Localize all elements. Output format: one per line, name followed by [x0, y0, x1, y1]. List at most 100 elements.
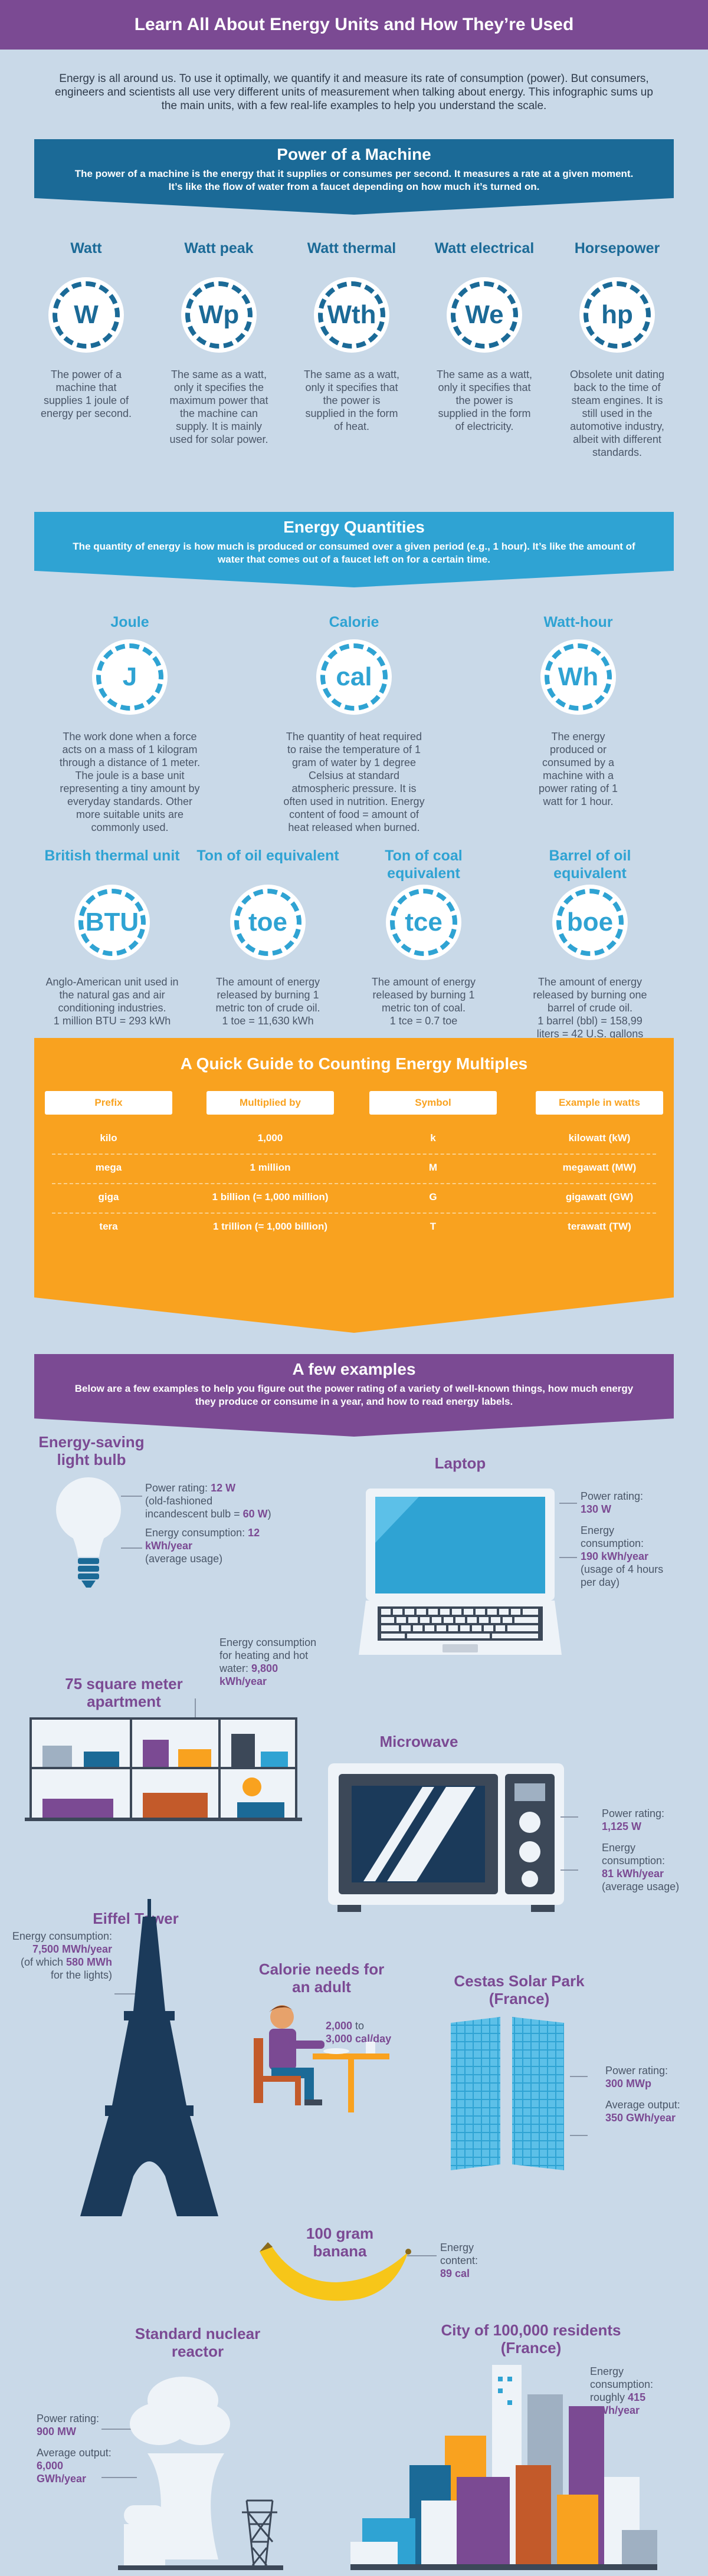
unit-symbol-badge: BTU	[74, 885, 150, 960]
value: 60 W	[242, 1508, 268, 1520]
unit-symbol-badge: Wth	[314, 277, 389, 353]
page-title: Learn All About Energy Units and How The…	[134, 15, 574, 34]
solar-panel-icon	[451, 2017, 564, 2170]
laptop-icon	[359, 1489, 562, 1655]
guide-divider	[52, 1154, 656, 1155]
leader-line	[121, 1547, 142, 1549]
example-bulb-text: Power rating: 12 W (old-fashioned incand…	[145, 1481, 275, 1565]
intro-text: Energy is all around us. To use it optim…	[55, 73, 653, 112]
label: (average usage)	[602, 1881, 680, 1892]
label: (usage of 4 hours per day)	[581, 1563, 664, 1588]
examples-subtitle: Below are a few examples to help you fig…	[74, 1383, 634, 1407]
guide-cell: 1 billion (= 1,000 million)	[212, 1191, 329, 1202]
label: (average usage)	[145, 1553, 223, 1565]
unit-desc: The work done when a force acts on a mas…	[59, 731, 201, 833]
unit-desc: The amount of energy released by burning…	[371, 976, 476, 1014]
unit-symbol-badge: Wp	[181, 277, 257, 353]
guide-header-symbol: Symbol	[369, 1091, 497, 1115]
guide-cell: terawatt (TW)	[568, 1221, 631, 1232]
unit-watt: Watt W The power of a machine that suppl…	[27, 239, 145, 420]
leader-line	[559, 1503, 577, 1504]
guide-cell: 1,000	[257, 1132, 283, 1144]
unit-symbol-badge: cal	[316, 639, 392, 715]
label: (old-fashioned incandescent bulb =	[145, 1495, 243, 1520]
guide-title: A Quick Guide to Counting Energy Multipl…	[180, 1054, 528, 1073]
microwave-icon	[328, 1763, 564, 1912]
label: Power rating:	[605, 2065, 668, 2076]
person-eating-icon	[254, 2005, 389, 2112]
guide-cell: mega	[95, 1162, 122, 1173]
unit-desc: The amount of energy released by burning…	[215, 976, 320, 1014]
unit-desc: The energy produced or consumed by a mac…	[538, 731, 618, 807]
unit-symbol: hp	[601, 300, 633, 329]
unit-symbol-badge: W	[48, 277, 124, 353]
value: 2,000	[326, 2020, 353, 2032]
value: 190 kWh/year	[581, 1550, 649, 1562]
unit-symbol-badge: We	[447, 277, 522, 353]
guide-header-multiplied: Multiplied by	[206, 1091, 334, 1115]
unit-name: Watt	[70, 240, 102, 257]
example-bulb-title: Energy-saving light bulb	[38, 1433, 145, 1468]
power-subtitle: The power of a machine is the energy tha…	[74, 168, 634, 192]
unit-name: Watt electrical	[434, 240, 535, 257]
unit-name: Joule	[110, 614, 149, 630]
label: Energy consumption:	[581, 1524, 644, 1549]
value: 900 MW	[37, 2426, 77, 2437]
label: )	[267, 1508, 271, 1520]
label: Energy consumption:	[12, 1930, 112, 1942]
guide-header-example: Example in watts	[536, 1091, 663, 1115]
example-banana-text: Energy content: 89 cal	[440, 2241, 511, 2280]
unit-symbol-badge: tce	[386, 885, 461, 960]
unit-extra: 1 tce = 0.7 toe	[389, 1015, 458, 1027]
label: Energy consumption:	[145, 1527, 248, 1539]
guide-cell: tera	[99, 1221, 118, 1232]
unit-extra: 1 barrel (bbl) = 158,99 liters = 42 U.S.…	[536, 1015, 644, 1040]
quantities-subtitle: The quantity of energy is how much is pr…	[73, 541, 635, 565]
label: Average output:	[37, 2447, 112, 2459]
guide-cell: 1 million	[250, 1162, 291, 1173]
leader-line	[407, 2255, 437, 2256]
unit-watt-electrical: Watt electrical We The same as a watt, o…	[425, 239, 543, 433]
guide-cell: G	[429, 1191, 437, 1202]
example-nuclear-text: Power rating: 900 MW Average output: 6,0…	[37, 2412, 113, 2485]
value: 7,500 MWh/year	[32, 1943, 112, 1955]
unit-name: Horsepower	[574, 240, 660, 257]
nuclear-plant-icon	[118, 2377, 283, 2570]
value: 350 GWh/year	[605, 2112, 676, 2124]
value: 300 MWp	[605, 2078, 652, 2089]
label: Power rating:	[581, 1490, 644, 1502]
unit-watt-thermal: Watt thermal Wth The same as a watt, onl…	[293, 239, 411, 433]
value: 12 kWh/year	[145, 1527, 260, 1552]
leader-line	[101, 2429, 137, 2430]
multiples-guide: A Quick Guide to Counting Energy Multipl…	[34, 1038, 674, 1333]
unit-name: Barrel of oil equivalent	[549, 847, 631, 882]
label: Energy consumption:	[602, 1842, 666, 1867]
unit-symbol-badge: hp	[579, 277, 655, 353]
unit-symbol: boe	[566, 908, 614, 937]
value: 580 MWh	[65, 1956, 112, 1968]
unit-watt-peak: Watt peak Wp The same as a watt, only it…	[160, 239, 278, 446]
label: Power rating:	[37, 2413, 100, 2424]
leader-line	[560, 1869, 578, 1871]
unit-symbol: W	[74, 300, 99, 329]
label: Power rating:	[145, 1482, 211, 1494]
guide-divider	[52, 1213, 656, 1214]
unit-symbol-badge: boe	[552, 885, 628, 960]
unit-symbol-badge: toe	[230, 885, 306, 960]
unit-symbol-badge: Wh	[540, 639, 616, 715]
example-laptop-title: Laptop	[434, 1454, 486, 1472]
unit-desc: The same as a watt, only it specifies th…	[169, 369, 268, 445]
example-microwave-text: Power rating: 1,125 W Energy consumption…	[602, 1807, 690, 1893]
value: 12 W	[211, 1482, 236, 1494]
unit-symbol: Wth	[327, 300, 376, 329]
guide-cell: kilowatt (kW)	[568, 1132, 631, 1144]
city-skyline-icon	[350, 2365, 657, 2570]
example-microwave-title: Microwave	[379, 1733, 458, 1750]
page-header: Learn All About Energy Units and How The…	[0, 0, 708, 50]
unit-symbol: Wh	[558, 662, 599, 691]
example-solar-title: Cestas Solar Park (France)	[454, 1972, 585, 2007]
unit-name: Watt thermal	[307, 240, 396, 257]
unit-btu: British thermal unit BTU Anglo-American …	[35, 847, 189, 1027]
unit-name: Watt-hour	[543, 614, 613, 630]
label: Energy content:	[440, 2242, 478, 2266]
